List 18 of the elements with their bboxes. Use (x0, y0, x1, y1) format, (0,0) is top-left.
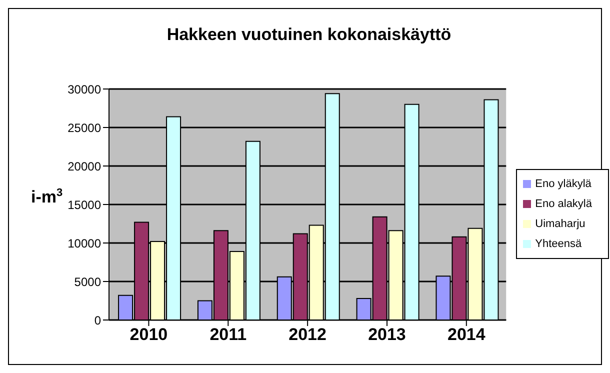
x-tick-label: 2010 (130, 325, 168, 344)
x-tick-label: 2011 (210, 325, 247, 344)
y-axis-title: i-m$^{3}$ (31, 187, 63, 207)
legend-label: Yhteensä (535, 238, 582, 250)
x-tick-label: 2012 (288, 325, 326, 344)
y-tick-label: 20000 (68, 159, 102, 174)
chart-title: Hakkeen vuotuinen kokonaiskäyttö (166, 25, 452, 45)
y-tick-label: 0 (94, 313, 102, 328)
y-tick-label: 10000 (68, 236, 102, 250)
x-tick-label: 2014 (448, 325, 486, 344)
y-tick-label: 30000 (68, 82, 102, 96)
y-tick-label: 15000 (68, 198, 102, 212)
legend-label: Eno alakylä (535, 198, 592, 210)
legend-label: Eno yläkylä (535, 178, 592, 190)
legend-label: Uimaharju (535, 218, 586, 230)
y-tick-label: 25000 (68, 120, 102, 135)
y-tick-label: 5000 (74, 274, 102, 289)
x-tick-label: 2013 (368, 325, 406, 344)
